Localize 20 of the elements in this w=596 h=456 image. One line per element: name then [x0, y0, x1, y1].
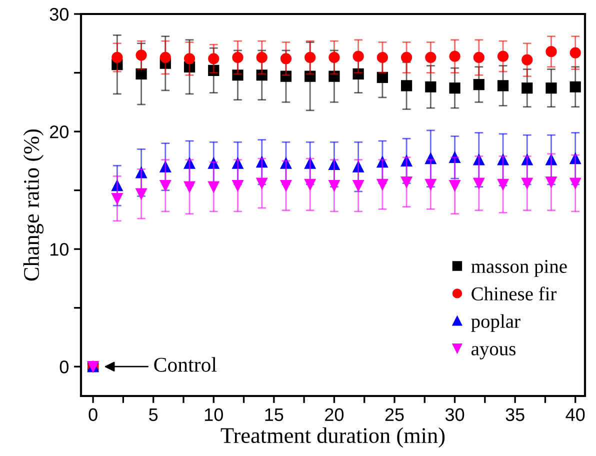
- y-tick-label: 10: [50, 243, 68, 256]
- x-tick-label: 30: [445, 408, 464, 422]
- x-tick-label: 35: [506, 408, 524, 422]
- x-tick-label: 5: [149, 408, 158, 422]
- y-axis-title: Change ratio (%): [23, 129, 44, 281]
- x-axis-title: Treatment duration (min): [220, 427, 445, 448]
- y-tick-label: 30: [50, 8, 68, 21]
- legend-label: masson pine: [471, 260, 567, 277]
- y-tick-label: 20: [50, 125, 68, 138]
- x-tick-label: 40: [566, 408, 585, 422]
- legend-label: poplar: [471, 314, 520, 332]
- x-tick-label: 10: [204, 408, 223, 422]
- x-tick-label: 15: [265, 408, 284, 422]
- annotation: Control: [154, 357, 217, 372]
- x-tick-label: 20: [325, 408, 344, 422]
- legend-label: ayous: [472, 346, 516, 360]
- y-tick-label: 0: [60, 360, 68, 374]
- x-tick-label: 0: [88, 408, 98, 422]
- legend-label: Chinese fir: [472, 286, 557, 300]
- x-tick-label: 25: [385, 408, 404, 422]
